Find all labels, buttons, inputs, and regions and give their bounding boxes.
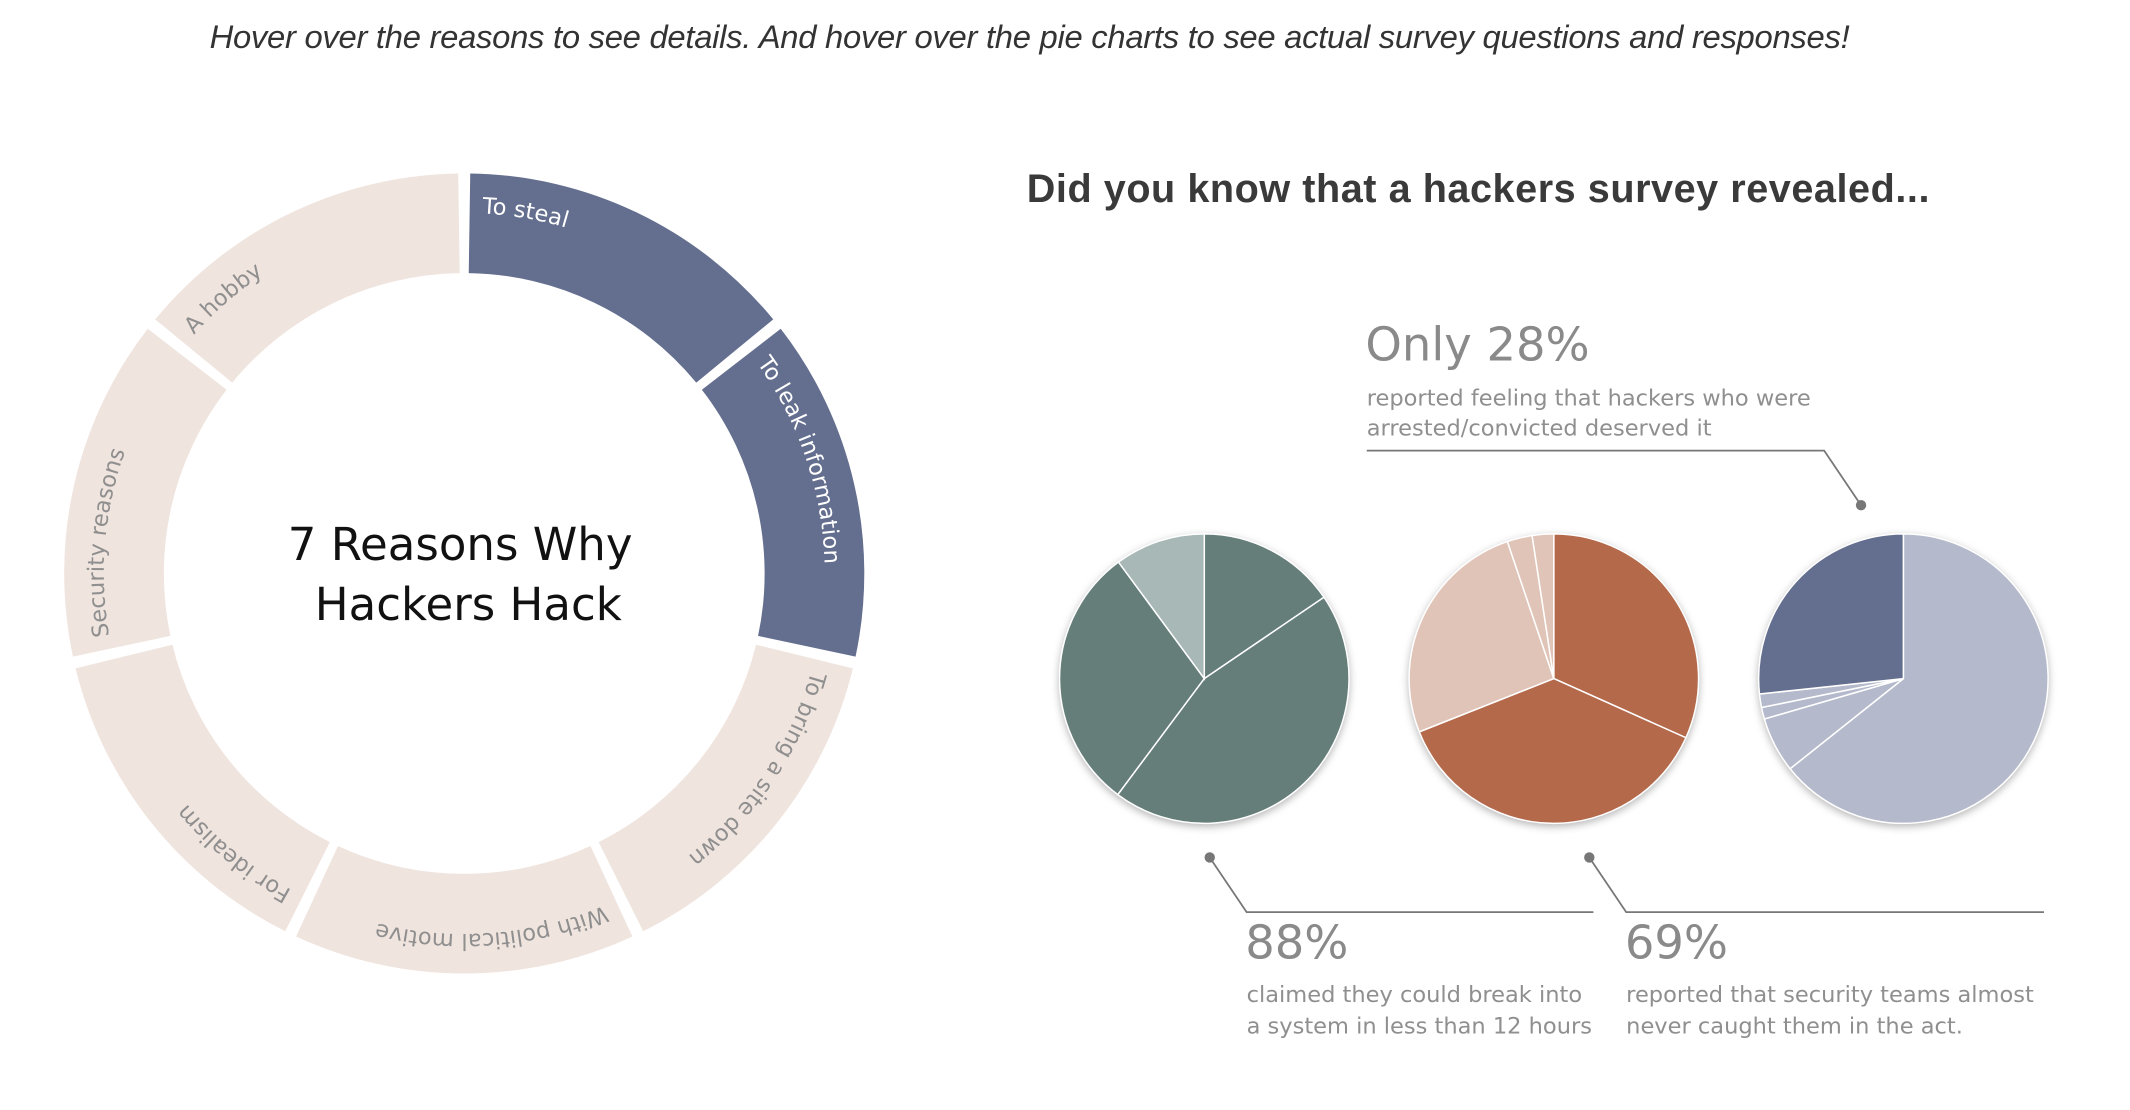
reason-segment-with-political-motive[interactable] — [296, 846, 633, 974]
pie-caught-in-act-slice-2[interactable] — [1418, 677, 1687, 825]
callout-line-88 — [1209, 856, 1594, 913]
callout-dot-28 — [1855, 500, 1867, 511]
pie-deserved-conviction-slice-5[interactable] — [1757, 533, 1905, 695]
pie-caught-in-act-slice-5[interactable] — [1531, 533, 1555, 679]
stat-69-value: 69% — [1625, 916, 1728, 970]
callout-line-69 — [1588, 856, 2045, 913]
callout-dot-88 — [1204, 852, 1215, 863]
pie-break-in-time-slice-2[interactable] — [1116, 596, 1350, 825]
pie-break-in-time-slice-1[interactable] — [1203, 533, 1326, 681]
reason-segment-a-hobby[interactable] — [155, 173, 460, 383]
stat-28-value: Only 28% — [1365, 317, 1589, 371]
stat-88-text-line2: a system in less than 12 hours — [1247, 1014, 1592, 1040]
callout-dot-69 — [1584, 852, 1595, 863]
pie-break-in-time-slice-4[interactable] — [1117, 533, 1206, 681]
reason-segment-security-reasons[interactable] — [64, 328, 227, 657]
pie-deserved-conviction[interactable] — [1757, 533, 2049, 825]
survey-heading: Did you know that a hackers survey revea… — [1026, 167, 1930, 212]
stat-28-text-line1: reported feeling that hackers who were — [1367, 386, 1811, 412]
stat-28-text-line2: arrested/convicted deserved it — [1367, 416, 1712, 442]
reason-segment-to-bring-a-site-down[interactable] — [598, 644, 853, 932]
donut-center-title-line2: Hackers Hack — [315, 578, 622, 631]
donut-center-title-line1: 7 Reasons Why — [288, 518, 633, 571]
reason-segment-for-idealism[interactable] — [75, 644, 330, 932]
reason-segment-to-leak-information[interactable] — [701, 328, 865, 657]
pie-caught-in-act[interactable] — [1408, 533, 1700, 825]
stat-88-text-line1: claimed they could break into — [1247, 982, 1583, 1008]
pie-break-in-time-slice-3[interactable] — [1058, 560, 1206, 796]
pie-caught-in-act-slice-3[interactable] — [1408, 540, 1555, 733]
stat-69-text-line1: reported that security teams almost — [1626, 982, 2034, 1008]
pie-caught-in-act-slice-1[interactable] — [1553, 533, 1700, 739]
stat-88-value: 88% — [1245, 916, 1348, 970]
reason-segment-to-steal[interactable] — [468, 173, 774, 383]
hover-hint: Hover over the reasons to see details. A… — [209, 19, 1850, 56]
stat-69-text-line2: never caught them in the act. — [1626, 1014, 1963, 1040]
pie-break-in-time[interactable] — [1058, 533, 1350, 825]
callout-line-28 — [1366, 449, 1862, 506]
pie-deserved-conviction-slice-1[interactable] — [1789, 533, 2049, 825]
survey-pie-charts: 88% claimed they could break into a syst… — [1058, 317, 2049, 1040]
